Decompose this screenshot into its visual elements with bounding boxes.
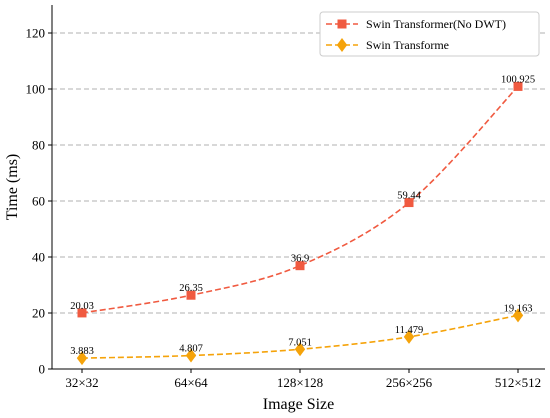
data-labels: 20.03 26.35 36.9 59.44 100.925 3.883 4.807 7.05…: [70, 74, 535, 357]
diamond-marker-icon: [336, 38, 348, 52]
legend-label: Swin Transformer(No DWT): [366, 17, 506, 31]
x-tick-label: 32×32: [65, 375, 98, 390]
x-tick-label: 64×64: [174, 375, 208, 390]
x-tick-label: 128×128: [277, 375, 323, 390]
tick-labels: 0 20 40 60 80 100 120 32×32 64×64 128×128 256×256 5…: [26, 26, 542, 391]
data-point: [185, 348, 197, 363]
data-point: [404, 198, 414, 208]
series-lines: [76, 81, 524, 366]
data-label: 19.163: [504, 303, 533, 314]
y-tick-label: 20: [32, 306, 45, 321]
y-tick-label: 60: [32, 194, 45, 209]
series-line: [81, 85, 519, 314]
data-point: [295, 261, 305, 271]
legend-box: [319, 11, 540, 57]
data-point: [403, 329, 415, 344]
y-axis-title: Time (ms): [4, 154, 21, 221]
data-point: [186, 290, 196, 300]
y-tick-label: 80: [32, 138, 45, 153]
data-point: [513, 81, 523, 91]
grid-lines: [52, 32, 545, 314]
data-point: [294, 342, 306, 357]
x-axis-title: Image Size: [263, 396, 335, 413]
legend-item: Swin Transformer(No DWT): [326, 17, 506, 31]
y-tick-label: 0: [39, 362, 46, 377]
legend-label: Swin Transforme: [366, 38, 449, 52]
data-label: 100.925: [501, 74, 535, 85]
data-label: 26.35: [179, 283, 203, 294]
data-label: 3.883: [70, 346, 94, 357]
legend-item: Swin Transforme: [326, 38, 449, 52]
data-point: [76, 351, 88, 366]
x-tick-label: 512×512: [495, 375, 541, 390]
y-tick-label: 120: [26, 26, 46, 41]
data-label: 20.03: [70, 301, 94, 312]
data-label: 59.44: [397, 191, 421, 202]
legend: Swin Transformer(No DWT) Swin Transforme: [319, 11, 540, 57]
series-2: [76, 308, 524, 366]
data-label: 4.807: [179, 344, 203, 355]
y-tick-label: 100: [26, 82, 46, 97]
axes: [48, 5, 545, 373]
data-label: 7.051: [288, 337, 312, 348]
series-1: [77, 81, 523, 318]
x-tick-label: 256×256: [386, 375, 433, 390]
data-point: [77, 308, 87, 318]
data-label: 36.9: [291, 254, 309, 265]
data-label: 11.479: [395, 325, 424, 336]
y-tick-label: 40: [32, 250, 45, 265]
data-point: [512, 308, 524, 323]
square-marker-icon: [337, 19, 347, 29]
